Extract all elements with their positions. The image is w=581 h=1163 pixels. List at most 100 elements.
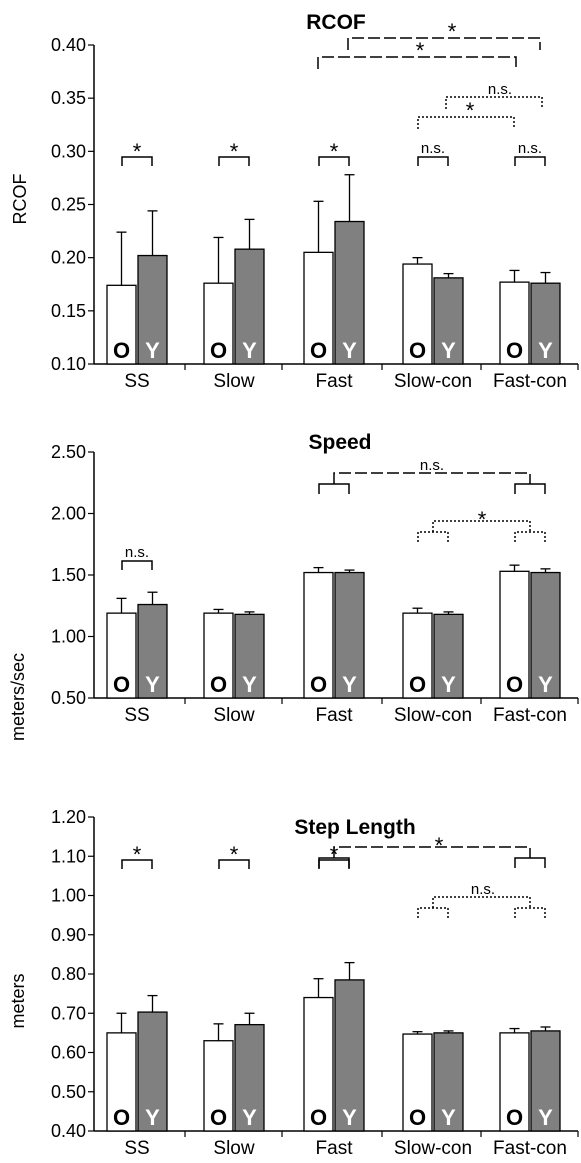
comparison-sub-bracket bbox=[514, 857, 546, 868]
y-tick-label: 1.50 bbox=[51, 565, 86, 585]
y-tick-label: 2.50 bbox=[51, 442, 86, 462]
bar-y bbox=[137, 1011, 168, 1132]
group-label-y: Y bbox=[342, 338, 357, 363]
y-tick-label: 0.70 bbox=[51, 1003, 86, 1023]
comparison-sub-bracket bbox=[514, 907, 546, 918]
y-tick-label: 0.40 bbox=[51, 1121, 86, 1141]
group-label-y: Y bbox=[145, 338, 160, 363]
group-label-o: O bbox=[113, 1105, 130, 1130]
group-label-o: O bbox=[409, 338, 426, 363]
pair-annotation: n.s. bbox=[125, 544, 149, 561]
pair-bracket bbox=[318, 156, 350, 166]
bar-y bbox=[530, 571, 561, 699]
y-tick-label: 0.40 bbox=[51, 35, 86, 55]
chart-panel-1: RCOF RCOF 0.10 0.15 0.20 0.25 0.30 0.35 0.40 SS Sl… bbox=[10, 11, 579, 392]
y-tick-label: 0.80 bbox=[51, 964, 86, 984]
y-tick-label: 0.20 bbox=[51, 248, 86, 268]
group-label-y: Y bbox=[145, 672, 160, 697]
comparison-bracket bbox=[432, 896, 531, 908]
group-label-o: O bbox=[210, 672, 227, 697]
pair-annotation: * bbox=[133, 842, 142, 867]
x-tick-label: SS bbox=[124, 1138, 149, 1159]
group-label-o: O bbox=[210, 338, 227, 363]
pair-annotation: * bbox=[230, 842, 239, 867]
comparison-sub-bracket bbox=[417, 531, 449, 542]
x-tick-label: Slow-con bbox=[394, 371, 472, 392]
pair-annotation: n.s. bbox=[421, 140, 445, 157]
group-label-y: Y bbox=[441, 338, 456, 363]
bar-y bbox=[334, 220, 365, 365]
group-label-o: O bbox=[210, 1105, 227, 1130]
bar-o bbox=[402, 612, 433, 699]
bar-o bbox=[303, 571, 334, 699]
y-axis-label: meters bbox=[8, 973, 28, 1028]
y-tick-label: 0.35 bbox=[51, 88, 86, 108]
comparison-bracket bbox=[432, 520, 531, 532]
pair-bracket bbox=[417, 156, 449, 166]
x-tick-label: Fast-con bbox=[493, 1138, 567, 1159]
y-tick-label: 2.00 bbox=[51, 504, 86, 524]
pair-bracket bbox=[121, 156, 153, 166]
group-label-y: Y bbox=[342, 1105, 357, 1130]
bar-y bbox=[433, 277, 464, 365]
pair-bracket bbox=[121, 859, 153, 869]
comparison-bracket bbox=[445, 96, 543, 109]
comparison-bracket bbox=[333, 472, 531, 484]
pair-bracket bbox=[514, 156, 546, 166]
group-label-y: Y bbox=[242, 1105, 257, 1130]
group-label-y: Y bbox=[441, 672, 456, 697]
y-tick-label: 1.00 bbox=[51, 886, 86, 906]
comparison-label: * bbox=[466, 98, 475, 123]
group-label-o: O bbox=[310, 338, 327, 363]
comparison-label: * bbox=[448, 19, 457, 44]
y-tick-label: 0.50 bbox=[51, 688, 86, 708]
y-tick-label: 0.15 bbox=[51, 301, 86, 321]
pair-annotation: n.s. bbox=[518, 140, 542, 157]
x-tick-label: Fast-con bbox=[493, 705, 567, 726]
group-label-y: Y bbox=[441, 1105, 456, 1130]
group-label-y: Y bbox=[538, 672, 553, 697]
comparison-label: n.s. bbox=[488, 81, 512, 98]
group-label-y: Y bbox=[242, 338, 257, 363]
x-tick-label: SS bbox=[124, 371, 149, 392]
y-tick-label: 0.50 bbox=[51, 1082, 86, 1102]
group-label-o: O bbox=[113, 672, 130, 697]
comparison-label: n.s. bbox=[471, 881, 495, 898]
pair-bracket bbox=[218, 156, 250, 166]
y-tick-label: 0.10 bbox=[51, 354, 86, 374]
group-label-o: O bbox=[310, 1105, 327, 1130]
comparison-bracket bbox=[417, 116, 515, 129]
pair-bracket bbox=[218, 859, 250, 869]
x-tick-label: Fast bbox=[316, 371, 354, 392]
bar-y bbox=[234, 613, 265, 699]
y-tick-label: 0.25 bbox=[51, 195, 86, 215]
x-tick-label: Slow-con bbox=[394, 1138, 472, 1159]
comparison-label: n.s. bbox=[420, 457, 444, 474]
bar-y bbox=[334, 979, 365, 1132]
group-label-o: O bbox=[310, 672, 327, 697]
pair-annotation: * bbox=[133, 139, 142, 164]
chart-title: RCOF bbox=[306, 11, 366, 34]
bar-o bbox=[499, 1032, 530, 1132]
group-label-o: O bbox=[506, 672, 523, 697]
chart-title: Step Length bbox=[294, 816, 415, 839]
x-tick-label: Fast bbox=[316, 705, 354, 726]
comparison-label: * bbox=[435, 833, 444, 858]
bar-y bbox=[530, 282, 561, 365]
group-label-y: Y bbox=[242, 672, 257, 697]
pair-annotation: * bbox=[230, 139, 239, 164]
x-tick-label: Slow-con bbox=[394, 705, 472, 726]
group-label-y: Y bbox=[342, 672, 357, 697]
y-axis-label: meters/sec bbox=[8, 653, 28, 741]
bar-o bbox=[106, 612, 137, 699]
comparison-bracket bbox=[317, 56, 517, 69]
y-tick-label: 1.10 bbox=[51, 846, 86, 866]
group-label-y: Y bbox=[538, 338, 553, 363]
y-tick-label: 1.20 bbox=[51, 807, 86, 827]
group-label-o: O bbox=[409, 1105, 426, 1130]
group-label-o: O bbox=[409, 672, 426, 697]
x-tick-label: Slow bbox=[213, 1138, 254, 1159]
x-tick-label: Fast-con bbox=[493, 371, 567, 392]
bar-y bbox=[530, 1030, 561, 1132]
